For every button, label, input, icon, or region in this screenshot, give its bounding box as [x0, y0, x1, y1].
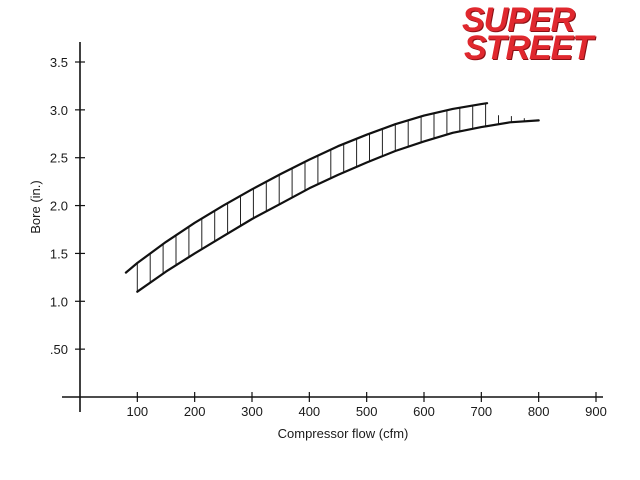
axes: [62, 42, 603, 412]
y-tick-label: .50: [50, 342, 68, 357]
y-axis-title: Bore (in.): [28, 180, 43, 233]
logo-line-2: STREET: [464, 29, 593, 67]
y-tick-label: 2.0: [50, 199, 68, 214]
lower-curve: [136, 119, 540, 293]
y-tick-label: 3.0: [50, 103, 68, 118]
x-axis-title: Compressor flow (cfm): [278, 426, 409, 441]
super-street-logo: SUPER STREET: [462, 1, 632, 67]
x-tick-label: 100: [126, 404, 148, 419]
x-tick-label: 600: [413, 404, 435, 419]
x-tick-label: 400: [298, 404, 320, 419]
x-tick-label: 800: [528, 404, 550, 419]
y-tick-label: 1.5: [50, 246, 68, 261]
ticks: 100 200 300 400 500 600 700 800 900 .50 1.0 1.5 2.0 2…: [50, 55, 607, 419]
curves: [124, 102, 540, 293]
upper-curve: [124, 102, 489, 274]
x-tick-label: 200: [184, 404, 206, 419]
hatch-lines: [136, 103, 538, 292]
y-tick-label: 3.5: [50, 55, 68, 70]
logo-line-1: SUPER: [462, 1, 575, 39]
x-tick-label: 300: [241, 404, 263, 419]
y-tick-label: 2.5: [50, 151, 68, 166]
y-tick-label: 1.0: [50, 294, 68, 309]
x-tick-label: 700: [470, 404, 492, 419]
x-tick-label: 500: [356, 404, 378, 419]
x-tick-label: 900: [585, 404, 607, 419]
